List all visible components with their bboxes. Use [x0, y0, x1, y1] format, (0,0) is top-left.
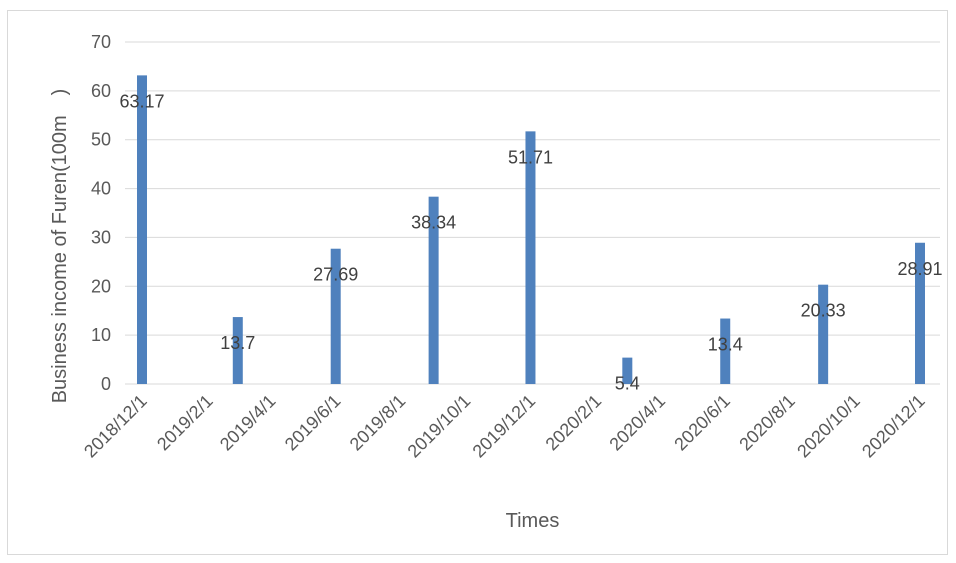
bar: [622, 357, 633, 384]
x-tick-label: 2020/8/1: [735, 391, 799, 455]
y-tick-label: 30: [91, 227, 111, 247]
y-tick-label: 50: [91, 130, 111, 150]
x-axis-title: Times: [506, 510, 560, 532]
x-tick-label: 2019/8/1: [346, 391, 410, 455]
x-tick-label: 2020/4/1: [605, 391, 669, 455]
x-tick-label: 2020/10/1: [793, 391, 864, 462]
x-tick-label: 2020/6/1: [670, 391, 734, 455]
data-label: 20.33: [801, 301, 846, 321]
bar: [818, 284, 829, 384]
data-label: 5.4: [615, 374, 640, 394]
bar: [428, 196, 439, 384]
data-label: 13.4: [708, 335, 743, 355]
y-axis-title: Business income of Furen(100m ): [49, 89, 71, 404]
bar: [525, 131, 536, 384]
data-label: 51.71: [508, 147, 553, 167]
x-tick-labels: 2018/12/1 2019/2/1 2019/4/1 2019/6/1 2019/8/…: [80, 391, 929, 462]
data-label: 38.34: [411, 213, 456, 233]
bar: [232, 317, 243, 384]
data-labels: 63.17 13.7 27.69 38.34 51.71 5.4 13.4 20.33 28.9…: [119, 91, 942, 393]
x-tick-label: 2019/10/1: [404, 391, 475, 462]
bar: [330, 248, 341, 384]
y-tick-label: 60: [91, 81, 111, 101]
chart-frame: 0 10 20 30 40 50 60 70 2018/12/1 2019/2/1 2019/4/…: [7, 10, 948, 555]
y-tick-label: 10: [91, 325, 111, 345]
x-tick-label: 2020/12/1: [858, 391, 929, 462]
y-tick-label: 40: [91, 179, 111, 199]
data-label: 28.91: [897, 259, 942, 279]
x-tick-label: 2019/6/1: [281, 391, 345, 455]
x-tick-label: 2019/2/1: [153, 391, 217, 455]
y-tick-label: 20: [91, 276, 111, 296]
y-tick-label: 0: [101, 374, 111, 394]
bars: [137, 75, 925, 384]
x-tick-label: 2018/12/1: [80, 391, 151, 462]
data-label: 27.69: [313, 265, 358, 285]
bar: [137, 75, 147, 384]
bar: [915, 242, 925, 384]
x-tick-label: 2019/4/1: [216, 391, 280, 455]
bar: [720, 318, 731, 384]
bar-chart: 0 10 20 30 40 50 60 70 2018/12/1 2019/2/1 2019/4/…: [49, 32, 943, 532]
x-tick-label: 2019/12/1: [469, 391, 540, 462]
x-tick-label: 2020/2/1: [542, 391, 606, 455]
y-tick-label: 70: [91, 32, 111, 52]
data-label: 63.17: [119, 91, 164, 111]
data-label: 13.7: [220, 333, 255, 353]
y-tick-labels: 0 10 20 30 40 50 60 70: [91, 32, 111, 394]
